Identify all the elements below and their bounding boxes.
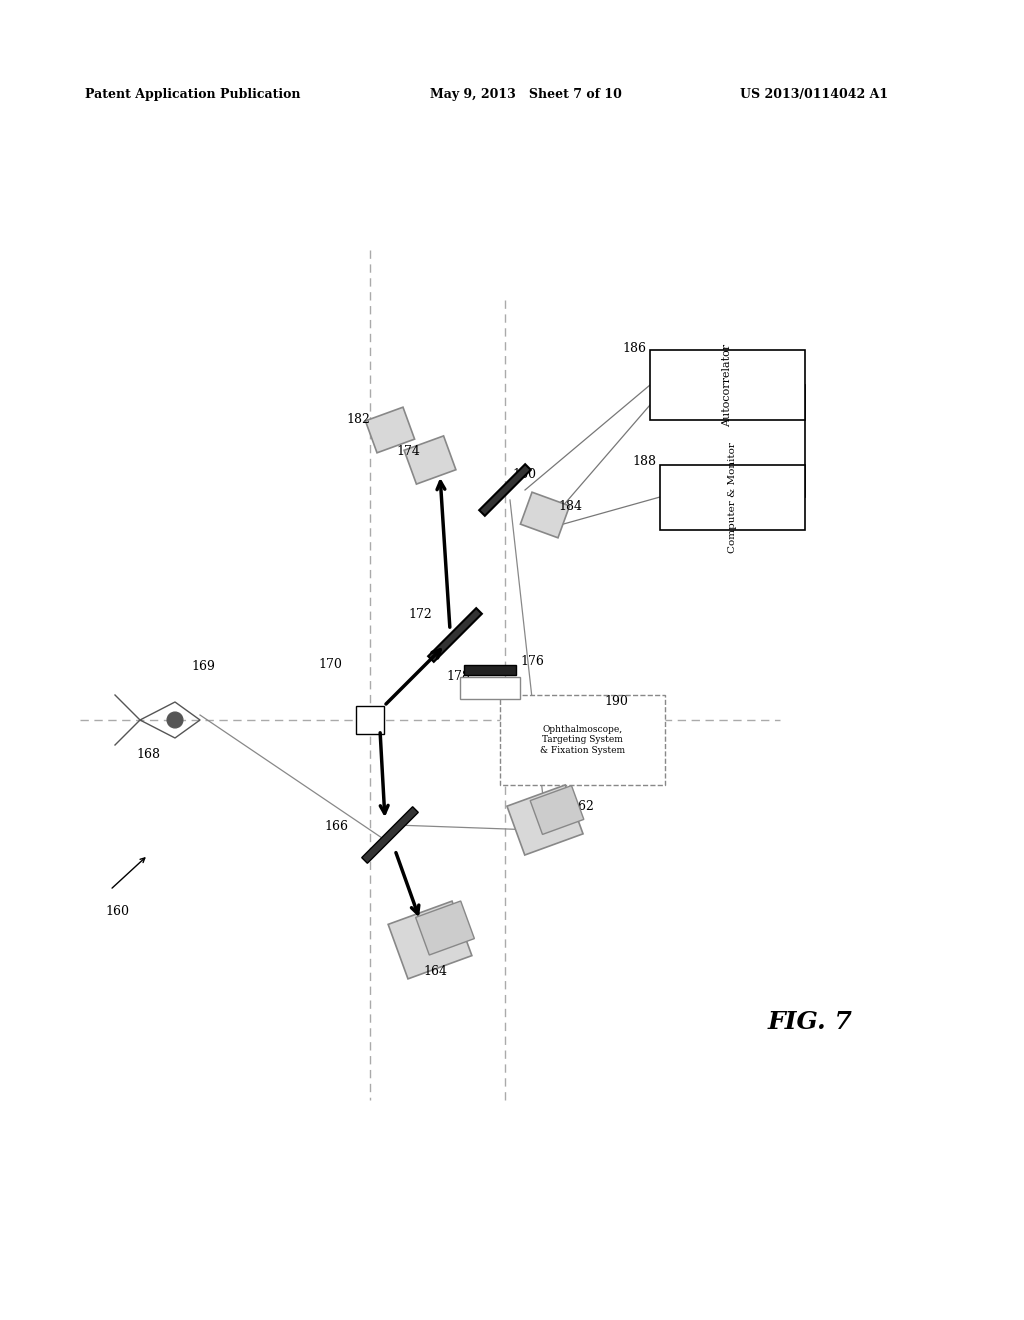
Text: 178: 178: [446, 671, 470, 682]
Text: Patent Application Publication: Patent Application Publication: [85, 88, 300, 102]
Text: 180: 180: [512, 469, 536, 480]
Polygon shape: [460, 677, 520, 700]
Polygon shape: [464, 665, 516, 675]
Text: 188: 188: [632, 455, 656, 469]
Polygon shape: [361, 807, 418, 863]
Text: 160: 160: [105, 906, 129, 917]
Polygon shape: [520, 492, 569, 537]
Text: 184: 184: [558, 500, 582, 513]
Polygon shape: [404, 436, 456, 484]
Polygon shape: [428, 609, 482, 661]
Text: 190: 190: [604, 696, 628, 708]
Text: May 9, 2013   Sheet 7 of 10: May 9, 2013 Sheet 7 of 10: [430, 88, 622, 102]
Text: 172: 172: [409, 609, 432, 620]
Bar: [660, 465, 805, 531]
Circle shape: [167, 711, 183, 729]
Text: Autocorrelator: Autocorrelator: [723, 343, 732, 426]
Text: 164: 164: [423, 965, 447, 978]
Polygon shape: [366, 407, 415, 453]
Polygon shape: [507, 785, 583, 855]
Polygon shape: [356, 706, 384, 734]
Text: 182: 182: [346, 413, 370, 426]
Text: Computer & Monitor: Computer & Monitor: [728, 442, 737, 553]
Text: 168: 168: [136, 748, 160, 762]
Polygon shape: [479, 465, 530, 516]
Polygon shape: [388, 902, 472, 979]
Polygon shape: [416, 902, 474, 954]
Text: Ophthalmoscope,
Targeting System
& Fixation System: Ophthalmoscope, Targeting System & Fixat…: [540, 725, 625, 755]
Polygon shape: [530, 785, 584, 834]
Text: FIG. 7: FIG. 7: [768, 1010, 852, 1034]
Text: US 2013/0114042 A1: US 2013/0114042 A1: [740, 88, 888, 102]
Text: 169: 169: [191, 660, 215, 673]
Text: 162: 162: [570, 800, 594, 813]
Text: 170: 170: [318, 657, 342, 671]
Text: 186: 186: [622, 342, 646, 355]
Text: 174: 174: [396, 445, 420, 458]
Text: 176: 176: [520, 655, 544, 668]
Text: 166: 166: [324, 820, 348, 833]
Bar: [500, 696, 665, 785]
Bar: [650, 350, 805, 420]
